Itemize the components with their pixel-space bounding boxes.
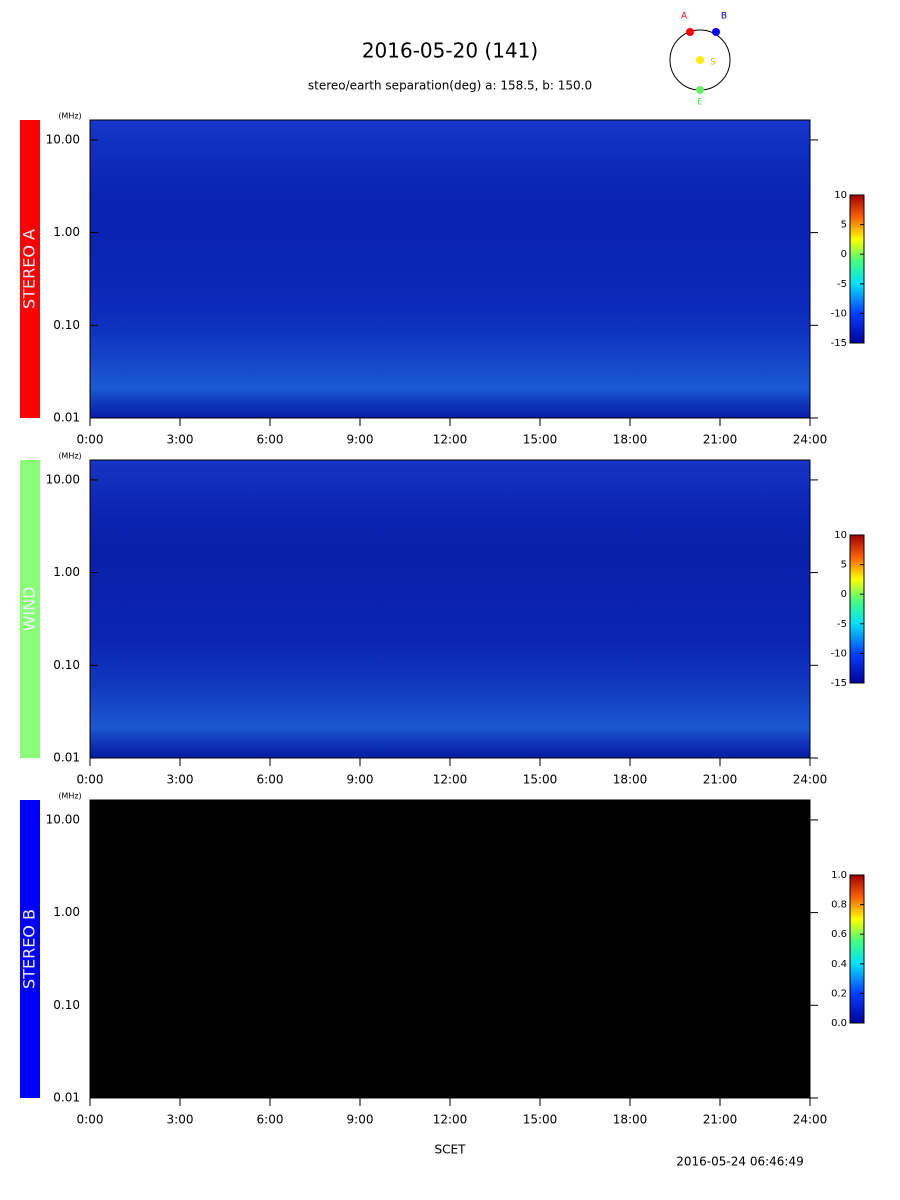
x-tick-label: 18:00	[613, 1113, 648, 1127]
panel-label-bar	[20, 800, 40, 1098]
y-unit: (MHz)	[58, 452, 81, 461]
x-tick-label: 21:00	[703, 773, 738, 787]
x-tick-label: 3:00	[167, 433, 194, 447]
plot-area	[90, 800, 810, 1098]
colorbar-tick-label: 10	[834, 530, 847, 541]
colorbar-tick-label: -10	[831, 308, 847, 319]
colorbar-tick-label: -5	[837, 279, 847, 290]
x-axis-label: SCET	[435, 1143, 467, 1157]
stereo-a-dot	[686, 28, 694, 36]
panel-label: WIND	[20, 587, 39, 632]
colorbar-tick-label: 0.0	[831, 1018, 847, 1029]
colorbar-tick-label: 0.8	[831, 900, 847, 911]
orbit-label: S	[710, 58, 716, 68]
title: 2016-05-20 (141)	[362, 39, 538, 63]
colorbar-tick-label: 0.4	[831, 959, 847, 970]
subtitle: stereo/earth separation(deg) a: 158.5, b…	[308, 79, 592, 93]
timestamp: 2016-05-24 06:46:49	[676, 1155, 803, 1169]
colorbar-tick-label: 0.2	[831, 988, 847, 999]
y-tick-label: 10.00	[46, 812, 80, 826]
x-tick-label: 12:00	[433, 773, 468, 787]
panel-label: STEREO B	[20, 909, 39, 989]
orbit-label: A	[681, 12, 688, 22]
x-tick-label: 6:00	[257, 1113, 284, 1127]
x-tick-label: 24:00	[793, 1113, 828, 1127]
colorbar	[849, 194, 865, 344]
y-unit: (MHz)	[58, 112, 81, 121]
colorbar-tick-label: 5	[841, 220, 847, 231]
x-tick-label: 3:00	[167, 1113, 194, 1127]
x-tick-label: 9:00	[347, 773, 374, 787]
colorbar-tick-label: 1.0	[831, 870, 847, 881]
colorbar-tick-label: -10	[831, 648, 847, 659]
y-tick-label: 10.00	[46, 132, 80, 146]
y-tick-label: 1.00	[53, 565, 80, 579]
colorbar-tick-label: 0.6	[831, 929, 847, 940]
x-tick-label: 15:00	[523, 1113, 558, 1127]
colorbar-tick-label: -15	[831, 678, 847, 689]
spectrogram-texture	[90, 120, 810, 418]
y-tick-label: 1.00	[53, 905, 80, 919]
x-tick-label: 18:00	[613, 433, 648, 447]
x-tick-label: 12:00	[433, 1113, 468, 1127]
orbit-diagram: A B S E	[669, 12, 731, 108]
colorbar-tick-label: 0	[841, 249, 847, 260]
x-tick-label: 15:00	[523, 773, 558, 787]
stereo-b-dot	[712, 28, 720, 36]
y-tick-label: 1.00	[53, 225, 80, 239]
x-tick-label: 6:00	[257, 433, 284, 447]
x-tick-label: 24:00	[793, 433, 828, 447]
panel-label-bar	[20, 460, 40, 758]
y-tick-label: 0.01	[53, 751, 80, 765]
x-tick-label: 24:00	[793, 773, 828, 787]
x-tick-label: 0:00	[77, 1113, 104, 1127]
x-tick-label: 3:00	[167, 773, 194, 787]
colorbar	[849, 874, 865, 1024]
x-tick-label: 18:00	[613, 773, 648, 787]
x-tick-label: 21:00	[703, 1113, 738, 1127]
x-tick-label: 9:00	[347, 1113, 374, 1127]
y-tick-label: 0.10	[53, 658, 80, 672]
x-tick-label: 15:00	[523, 433, 558, 447]
x-tick-label: 6:00	[257, 773, 284, 787]
y-tick-label: 0.10	[53, 318, 80, 332]
sun-dot	[696, 56, 704, 64]
colorbar-tick-label: -5	[837, 619, 847, 630]
y-tick-label: 10.00	[46, 472, 80, 486]
x-tick-label: 9:00	[347, 433, 374, 447]
y-tick-label: 0.01	[53, 1091, 80, 1105]
panel-label-bar	[20, 120, 40, 418]
colorbar	[849, 534, 865, 684]
x-tick-label: 0:00	[77, 773, 104, 787]
x-tick-label: 0:00	[77, 433, 104, 447]
orbit-label: E	[697, 98, 703, 108]
x-tick-label: 21:00	[703, 433, 738, 447]
earth-dot	[696, 86, 704, 94]
y-tick-label: 0.10	[53, 998, 80, 1012]
colorbar-tick-label: -15	[831, 338, 847, 349]
y-tick-label: 0.01	[53, 411, 80, 425]
x-tick-label: 12:00	[433, 433, 468, 447]
colorbar-tick-label: 5	[841, 560, 847, 571]
colorbar-tick-label: 0	[841, 589, 847, 600]
y-unit: (MHz)	[58, 792, 81, 801]
orbit-label: B	[721, 12, 727, 22]
colorbar-tick-label: 10	[834, 190, 847, 201]
panel-label: STEREO A	[20, 229, 39, 309]
spectrogram-texture	[90, 460, 810, 758]
